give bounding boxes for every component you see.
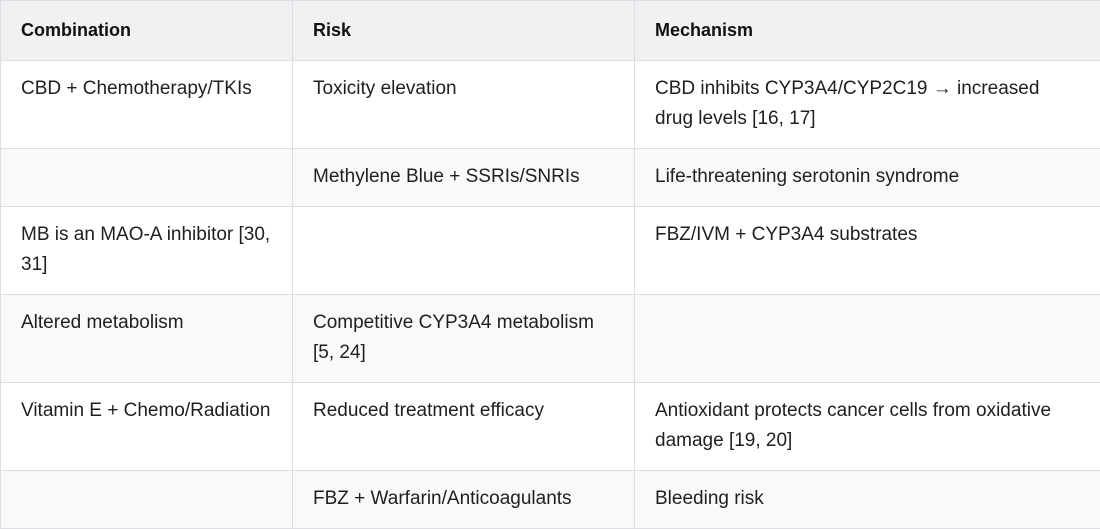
table-cell: Reduced treatment efficacy [292,382,635,471]
table-cell: Competitive CYP3A4 metabolism [5, 24] [292,294,635,383]
empty-cell [292,206,635,295]
table-row: Altered metabolism Competitive CYP3A4 met… [0,294,1100,383]
table-row: CBD + Chemotherapy/TKIs Toxicity elevatio… [0,60,1100,149]
table-row: Methylene Blue + SSRIs/SNRIs Life-threate… [0,148,1100,207]
table-cell: FBZ/IVM + CYP3A4 substrates [634,206,1100,295]
table-cell: CBD inhibits CYP3A4/CYP2C19 → increased … [634,60,1100,149]
table-row: MB is an MAO-A inhibitor [30, 31] FBZ/IVM… [0,206,1100,295]
table-body: CBD + Chemotherapy/TKIs Toxicity elevatio… [0,60,1100,529]
table-cell: Methylene Blue + SSRIs/SNRIs [292,148,635,207]
table-row: Vitamin E + Chemo/Radiation Reduced treat… [0,382,1100,471]
table-cell: CBD + Chemotherapy/TKIs [0,60,293,149]
header-cell: Mechanism [634,0,1100,61]
empty-cell [634,294,1100,383]
header-cell: Risk [292,0,635,61]
table-cell: Life-threatening serotonin syndrome [634,148,1100,207]
table-cell: FBZ + Warfarin/Anticoagulants [292,470,635,529]
table-header: Combination Risk Mechanism [0,0,1100,61]
table-cell: Altered metabolism [0,294,293,383]
header-cell: Combination [0,0,293,61]
header-row: Combination Risk Mechanism [0,0,1100,61]
table-cell: Toxicity elevation [292,60,635,149]
empty-cell [0,148,293,207]
empty-cell [0,470,293,529]
table-cell: Vitamin E + Chemo/Radiation [0,382,293,471]
table-cell: Antioxidant protects cancer cells from o… [634,382,1100,471]
table-cell: MB is an MAO-A inhibitor [30, 31] [0,206,293,295]
table-cell: Bleeding risk [634,470,1100,529]
table-row: FBZ + Warfarin/Anticoagulants Bleeding ri… [0,470,1100,529]
